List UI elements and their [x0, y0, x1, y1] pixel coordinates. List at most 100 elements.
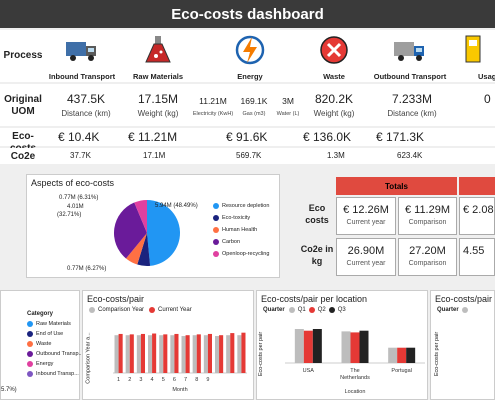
pie-label-large: 5.94M (48.49%)	[155, 203, 198, 209]
truck-icon	[66, 42, 96, 61]
bar-current[interactable]	[118, 333, 123, 373]
totals-eco-comparison: € 11.29M Comparison	[398, 197, 457, 235]
third-title: Eco-costs/pair	[435, 294, 493, 304]
bar-current[interactable]	[219, 335, 224, 373]
aspects-pie[interactable]	[27, 189, 281, 279]
tick-label: The	[350, 368, 359, 374]
tick-label: Portugal	[391, 368, 412, 374]
bar-comparison[interactable]	[192, 335, 197, 373]
totals-eco-current: € 12.26M Current year	[336, 197, 396, 235]
category-item[interactable]: Raw Materials	[27, 321, 83, 327]
bar-current[interactable]	[207, 333, 212, 373]
location-panel: Eco-costs/pair per location Quarter Q1 Q…	[256, 290, 428, 400]
tick-label: 2	[128, 377, 131, 383]
pie-slice[interactable]	[137, 233, 151, 266]
total-value: 26.90M	[347, 245, 385, 257]
legend-title: Quarter	[437, 307, 459, 313]
uom-water: 3M Water (L)	[272, 96, 304, 117]
bar-q3[interactable]	[406, 347, 416, 363]
location-title: Eco-costs/pair per location	[261, 294, 368, 304]
legend-item[interactable]: Eco-toxicity	[213, 215, 269, 221]
legend-label: Carbon	[222, 239, 241, 245]
category-dot	[27, 351, 33, 357]
bar-q1[interactable]	[341, 331, 351, 363]
bar-q3[interactable]	[312, 329, 322, 363]
bar-q2[interactable]	[397, 347, 407, 363]
bar-comparison[interactable]	[170, 335, 175, 373]
third-panel: Eco-costs/pair Quarter Eco-costs per pai…	[430, 290, 495, 400]
tick-label: 4	[151, 377, 154, 383]
bar-current[interactable]	[185, 335, 190, 373]
process-name: Energy	[237, 72, 263, 81]
co2-inbound: 37.7K	[70, 151, 91, 160]
bar-current[interactable]	[241, 332, 246, 373]
category-dot	[27, 361, 33, 367]
legend-dot	[213, 215, 219, 221]
bar-comparison[interactable]	[136, 335, 141, 373]
legend-item[interactable]: Resource depletion	[213, 203, 269, 209]
totals-co2-comparison: 27.20M Comparison	[398, 238, 457, 276]
cross-icon	[320, 36, 348, 64]
pair-title: Eco-costs/pair	[87, 294, 145, 304]
bar-current[interactable]	[129, 334, 134, 373]
process-name: Outbound Transport	[373, 72, 447, 81]
bar-current[interactable]	[230, 333, 235, 373]
bar-comparison[interactable]	[148, 335, 153, 373]
total-value: € 12.26M	[343, 204, 389, 216]
uom-unit: Electricity (KwH)	[192, 111, 234, 117]
bar-comparison[interactable]	[125, 335, 130, 373]
category-item[interactable]: Inbound Transp...	[27, 371, 83, 377]
uom-value: 17.15M	[137, 92, 179, 106]
bar-q3[interactable]	[359, 330, 369, 363]
process-name: Raw Materials	[132, 72, 184, 81]
pie-slice[interactable]	[113, 202, 147, 259]
category-dot	[27, 331, 33, 337]
eco-energy: € 91.6K	[226, 130, 268, 144]
bar-comparison[interactable]	[159, 335, 164, 373]
bar-comparison[interactable]	[114, 335, 119, 373]
category-item[interactable]: Outbound Transp...	[27, 351, 83, 357]
eco-raw: € 11.21M	[128, 130, 178, 144]
bar-current[interactable]	[163, 334, 168, 373]
pie-slice[interactable]	[147, 200, 181, 266]
bar-comparison[interactable]	[203, 335, 208, 373]
category-item[interactable]: Waste	[27, 341, 83, 347]
pie-label-bottom: 0.77M (6.27%)	[67, 266, 107, 272]
legend-dot	[213, 203, 219, 209]
pie-slice[interactable]	[134, 200, 147, 233]
process-name: Inbound Transport	[48, 72, 116, 81]
bar-comparison[interactable]	[237, 335, 242, 373]
pair-chart[interactable]: 1 2 3 4 5 6 7 8 9 Month	[83, 317, 255, 400]
bar-comparison[interactable]	[226, 335, 231, 373]
bar-comparison[interactable]	[181, 336, 186, 373]
process-name: Usage	[478, 72, 495, 81]
aspects-legend: Resource depletion Eco-toxicity Human He…	[213, 203, 269, 263]
uom-value: 820.2K	[314, 92, 354, 106]
bar-current[interactable]	[140, 333, 145, 373]
bar-q1[interactable]	[294, 329, 304, 363]
co2-raw: 17.1M	[143, 151, 166, 160]
bar-current[interactable]	[152, 333, 157, 373]
bar-current[interactable]	[196, 334, 201, 373]
bar-q1[interactable]	[388, 347, 398, 363]
pie-slice[interactable]	[126, 233, 147, 265]
uom-value: 11.21M	[199, 96, 227, 106]
legend-item[interactable]: Human Health	[213, 227, 269, 233]
bar-q2[interactable]	[303, 330, 313, 363]
uom-usage: 0	[484, 92, 491, 106]
category-label: Outbound Transp...	[36, 351, 84, 357]
uom-waste: 820.2K Weight (kg)	[304, 92, 364, 118]
uom-value: 169.1K	[240, 96, 268, 106]
legend-item[interactable]: Openloop-recycling	[213, 251, 269, 257]
tick-label: USA	[303, 368, 315, 374]
bar-current[interactable]	[174, 333, 179, 373]
totals-co2-label: Co2e in kg	[300, 244, 334, 266]
category-item[interactable]: Energy	[27, 361, 83, 367]
category-item[interactable]: End of Use	[27, 331, 83, 337]
bar-comparison[interactable]	[215, 336, 220, 373]
legend-item[interactable]: Carbon	[213, 239, 269, 245]
process-label: Process	[3, 50, 43, 61]
bar-q2[interactable]	[350, 332, 360, 363]
legend-dot	[213, 239, 219, 245]
